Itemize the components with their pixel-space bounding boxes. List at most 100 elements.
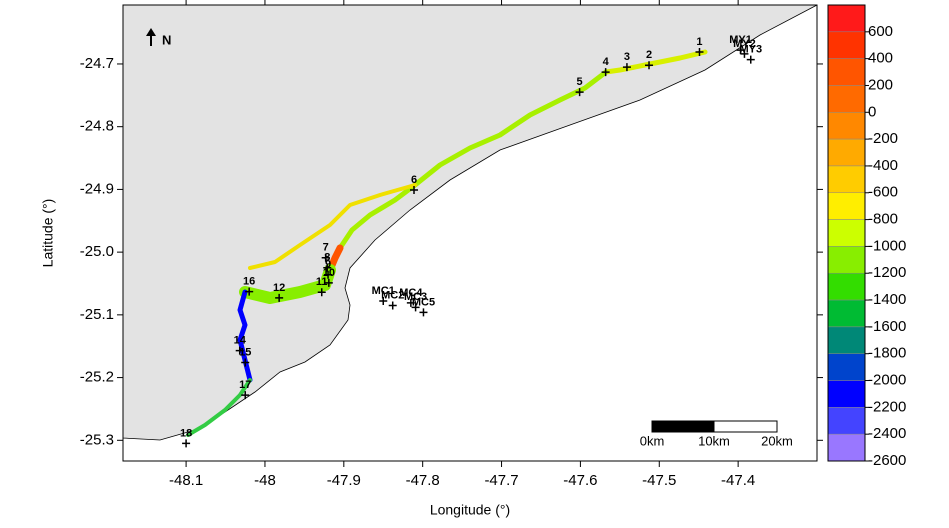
colorbar-tick-label: 400 [868, 50, 893, 67]
north-arrow-head [146, 28, 156, 36]
colorbar-bin [827, 4, 866, 33]
colorbar-bin [827, 326, 866, 354]
station-marker [601, 68, 610, 77]
channel [248, 183, 417, 270]
x-tick-label: -47.8 [406, 472, 440, 489]
y-tick-label: -25.3 [80, 431, 114, 448]
x-tick-label: -48.1 [169, 472, 203, 489]
station-label: 16 [243, 276, 255, 288]
y-tick-label: -25.1 [80, 306, 114, 323]
station-marker [406, 298, 415, 307]
station-label: 9 [325, 259, 331, 271]
north-label: N [162, 32, 171, 47]
colorbar-tick-label: -2600 [868, 452, 906, 469]
station-marker [410, 186, 419, 195]
station-label: MY3 [739, 43, 762, 55]
station-marker [575, 88, 584, 97]
colorbar-tick-label: 0 [868, 103, 876, 120]
colorbar-bin [827, 246, 866, 274]
station-marker [736, 46, 745, 55]
y-tick-label: -24.7 [80, 55, 114, 72]
x-tick-label: -47.7 [484, 472, 518, 489]
station-marker [275, 293, 284, 302]
colorbar-frame [827, 4, 866, 462]
station-marker [235, 346, 244, 355]
colorbar-bin [827, 433, 866, 462]
colorbar-bin [827, 353, 866, 381]
station-marker [419, 308, 428, 317]
scale-label: 10km [698, 433, 730, 448]
station-label: 3 [624, 51, 630, 63]
colorbar-bin [827, 219, 866, 247]
channel [337, 69, 609, 251]
x-tick-label: -47.4 [721, 472, 755, 489]
scale-label: 20km [761, 433, 793, 448]
station-label: MC4 [399, 287, 423, 299]
colorbar-tick-label: -2000 [868, 371, 906, 388]
station-label: MC5 [412, 296, 435, 308]
channel [603, 49, 708, 75]
station-label: 6 [411, 174, 417, 186]
colorbar-bin [827, 272, 866, 301]
station-marker [645, 61, 654, 70]
station-marker [746, 55, 755, 64]
station-label: MC3 [404, 291, 427, 303]
colorbar-tick-label: -600 [868, 184, 898, 201]
station-marker [622, 63, 631, 72]
colorbar-bin [827, 85, 866, 113]
x-tick-label: -47.9 [327, 472, 361, 489]
station-label: 7 [323, 242, 329, 254]
station-label: 4 [603, 56, 610, 68]
colorbar-tick-label: -2400 [868, 425, 906, 442]
station-label: 2 [646, 49, 652, 61]
station-label: 10 [323, 267, 335, 279]
station-label: 14 [234, 335, 247, 347]
station-marker [411, 303, 420, 312]
x-tick-label: -48 [254, 472, 276, 489]
colorbar-tick-label: -200 [868, 130, 898, 147]
colorbar-bin [827, 192, 866, 220]
y-axis-label: Latitude (°) [40, 199, 56, 268]
station-marker [379, 297, 388, 306]
y-tick-label: -24.9 [80, 180, 114, 197]
scale-label: 0km [640, 433, 665, 448]
estuary [186, 49, 708, 437]
station-marker [324, 270, 333, 279]
station-marker [388, 301, 397, 310]
colorbar-tick-label: -1400 [868, 291, 906, 308]
colorbar-tick-label: -1800 [868, 345, 906, 362]
station-marker [740, 49, 749, 58]
scale-bar-segment [651, 420, 715, 433]
scale-bar-segment [713, 420, 778, 433]
station-label: 8 [324, 252, 330, 264]
colorbar-tick-label: -400 [868, 157, 898, 174]
station-marker [321, 253, 330, 262]
station-marker [323, 263, 332, 272]
colorbar-bin [827, 299, 866, 328]
station-label: 15 [239, 346, 251, 358]
channel [186, 378, 252, 437]
station-label: 5 [577, 76, 583, 88]
station-marker [317, 288, 326, 297]
colorbar-tick-label: -1000 [868, 237, 906, 254]
x-tick-label: -47.6 [563, 472, 597, 489]
y-tick-label: -25.0 [80, 243, 114, 260]
x-tick-label: -47.5 [642, 472, 676, 489]
station-marker [241, 391, 250, 400]
station-marker [182, 439, 191, 448]
station-label: MC2 [381, 289, 404, 301]
station-marker [245, 287, 254, 296]
colorbar-bin [827, 138, 866, 167]
colorbar-tick-label: -1600 [868, 318, 906, 335]
colorbar-bin [827, 407, 866, 435]
colorbar-tick-label: 200 [868, 76, 893, 93]
colorbar-tick-label: -2200 [868, 398, 906, 415]
y-tick-label: -25.2 [80, 369, 114, 386]
colorbar-bin [827, 380, 866, 408]
colorbar-bin [827, 58, 866, 86]
station-label: 17 [239, 379, 251, 391]
station-label: 12 [273, 282, 285, 294]
station-marker [241, 358, 250, 367]
colorbar-tick-label: 600 [868, 23, 893, 40]
